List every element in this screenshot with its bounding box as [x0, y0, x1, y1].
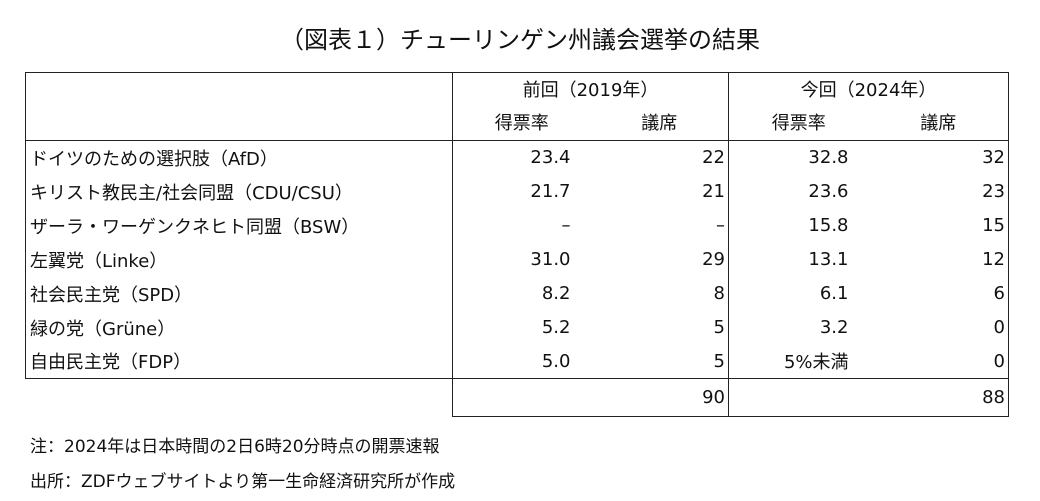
cell [25, 72, 453, 105]
note: 注：2024年は日本時間の2日6時20分時点の開票速報 [30, 437, 440, 457]
cell: 議席 [590, 104, 729, 141]
header-row: 前回（2019年） 今回（2024年） [25, 72, 1009, 105]
cell: 22 [590, 140, 729, 175]
results-table: 前回（2019年） 今回（2024年） 得票率 議席 得票率 議席 ドイツのための選択肢（A… [25, 72, 1009, 417]
cell: 21 [590, 174, 729, 209]
data-row: 左翼党（Linke） 31.0 29 13.1 12 [25, 242, 1009, 277]
cell: 前回（2019年） [452, 72, 729, 105]
cell: 29 [590, 242, 729, 277]
cell: – [561, 215, 571, 236]
cell: 90 [590, 378, 729, 417]
title: （図表１）チューリンゲン州議会選挙の結果 [280, 26, 760, 54]
cell: 32.8 [808, 147, 849, 169]
data-row: 社会民主党（SPD） 8.2 8 6.1 6 [25, 276, 1009, 311]
data-row: キリスト教民主/社会同盟（CDU/CSU） 21.7 21 23.6 23 [25, 174, 1009, 209]
cell: 議席 [868, 104, 1009, 141]
cell: 社会民主党（SPD） [25, 276, 453, 311]
cell: 今回（2024年） [728, 72, 1009, 105]
note: 出所：ZDFウェブサイトより第一生命経済研究所が作成 [30, 472, 456, 492]
cell: 23.6 [808, 181, 849, 202]
data-row: ドイツのための選択肢（AfD） 23.4 22 32.8 32 [25, 140, 1009, 175]
cell: 5 [590, 310, 729, 345]
data-row: 自由民主党（FDP） 5.0 5 5%未満 0 [25, 344, 1009, 379]
cell: 13.1 [808, 249, 849, 270]
cell: 自由民主党（FDP） [25, 344, 453, 379]
cell: 21.7 [530, 181, 571, 202]
header-row: 得票率 議席 得票率 議席 [25, 104, 1009, 141]
cell [25, 104, 453, 141]
cell: 23.4 [530, 147, 571, 169]
cell: キリスト教民主/社会同盟（CDU/CSU） [25, 174, 453, 209]
cell: – [590, 208, 729, 243]
data-row: ザーラ・ワーゲンクネヒト同盟（BSW） – – 15.8 15 [25, 208, 1009, 243]
cell: 8 [590, 276, 729, 311]
cell: 6.1 [819, 283, 849, 304]
cell: 得票率 [728, 104, 869, 141]
cell: 15.8 [808, 215, 849, 236]
cell: 15 [868, 208, 1009, 243]
cell: 23 [868, 174, 1009, 209]
cell: 0 [868, 344, 1009, 379]
cell: 0 [868, 310, 1009, 345]
cell: 6 [868, 276, 1009, 311]
cell: 3.2 [819, 317, 849, 338]
cell [452, 378, 591, 417]
total-row: 90 88 [26, 378, 1009, 417]
cell: 5 [590, 344, 729, 379]
cell: 5.0 [452, 344, 591, 379]
cell: 88 [868, 378, 1009, 417]
cell: 5.2 [541, 317, 571, 338]
cell: 31.0 [530, 249, 571, 270]
cell: 左翼党（Linke） [25, 242, 453, 277]
cell: 8.2 [541, 283, 571, 304]
cell: 緑の党（Grüne） [25, 310, 453, 345]
cell: 5%未満 [728, 344, 869, 379]
cell [728, 378, 869, 417]
cell: ドイツのための選択肢（AfD） [25, 140, 453, 175]
cell: 得票率 [452, 104, 591, 141]
cell: ザーラ・ワーゲンクネヒト同盟（BSW） [25, 208, 453, 243]
data-row: 緑の党（Grüne） 5.2 5 3.2 0 [25, 310, 1009, 345]
cell: 12 [868, 242, 1009, 277]
cell: 32 [868, 140, 1009, 175]
cell [26, 379, 453, 417]
